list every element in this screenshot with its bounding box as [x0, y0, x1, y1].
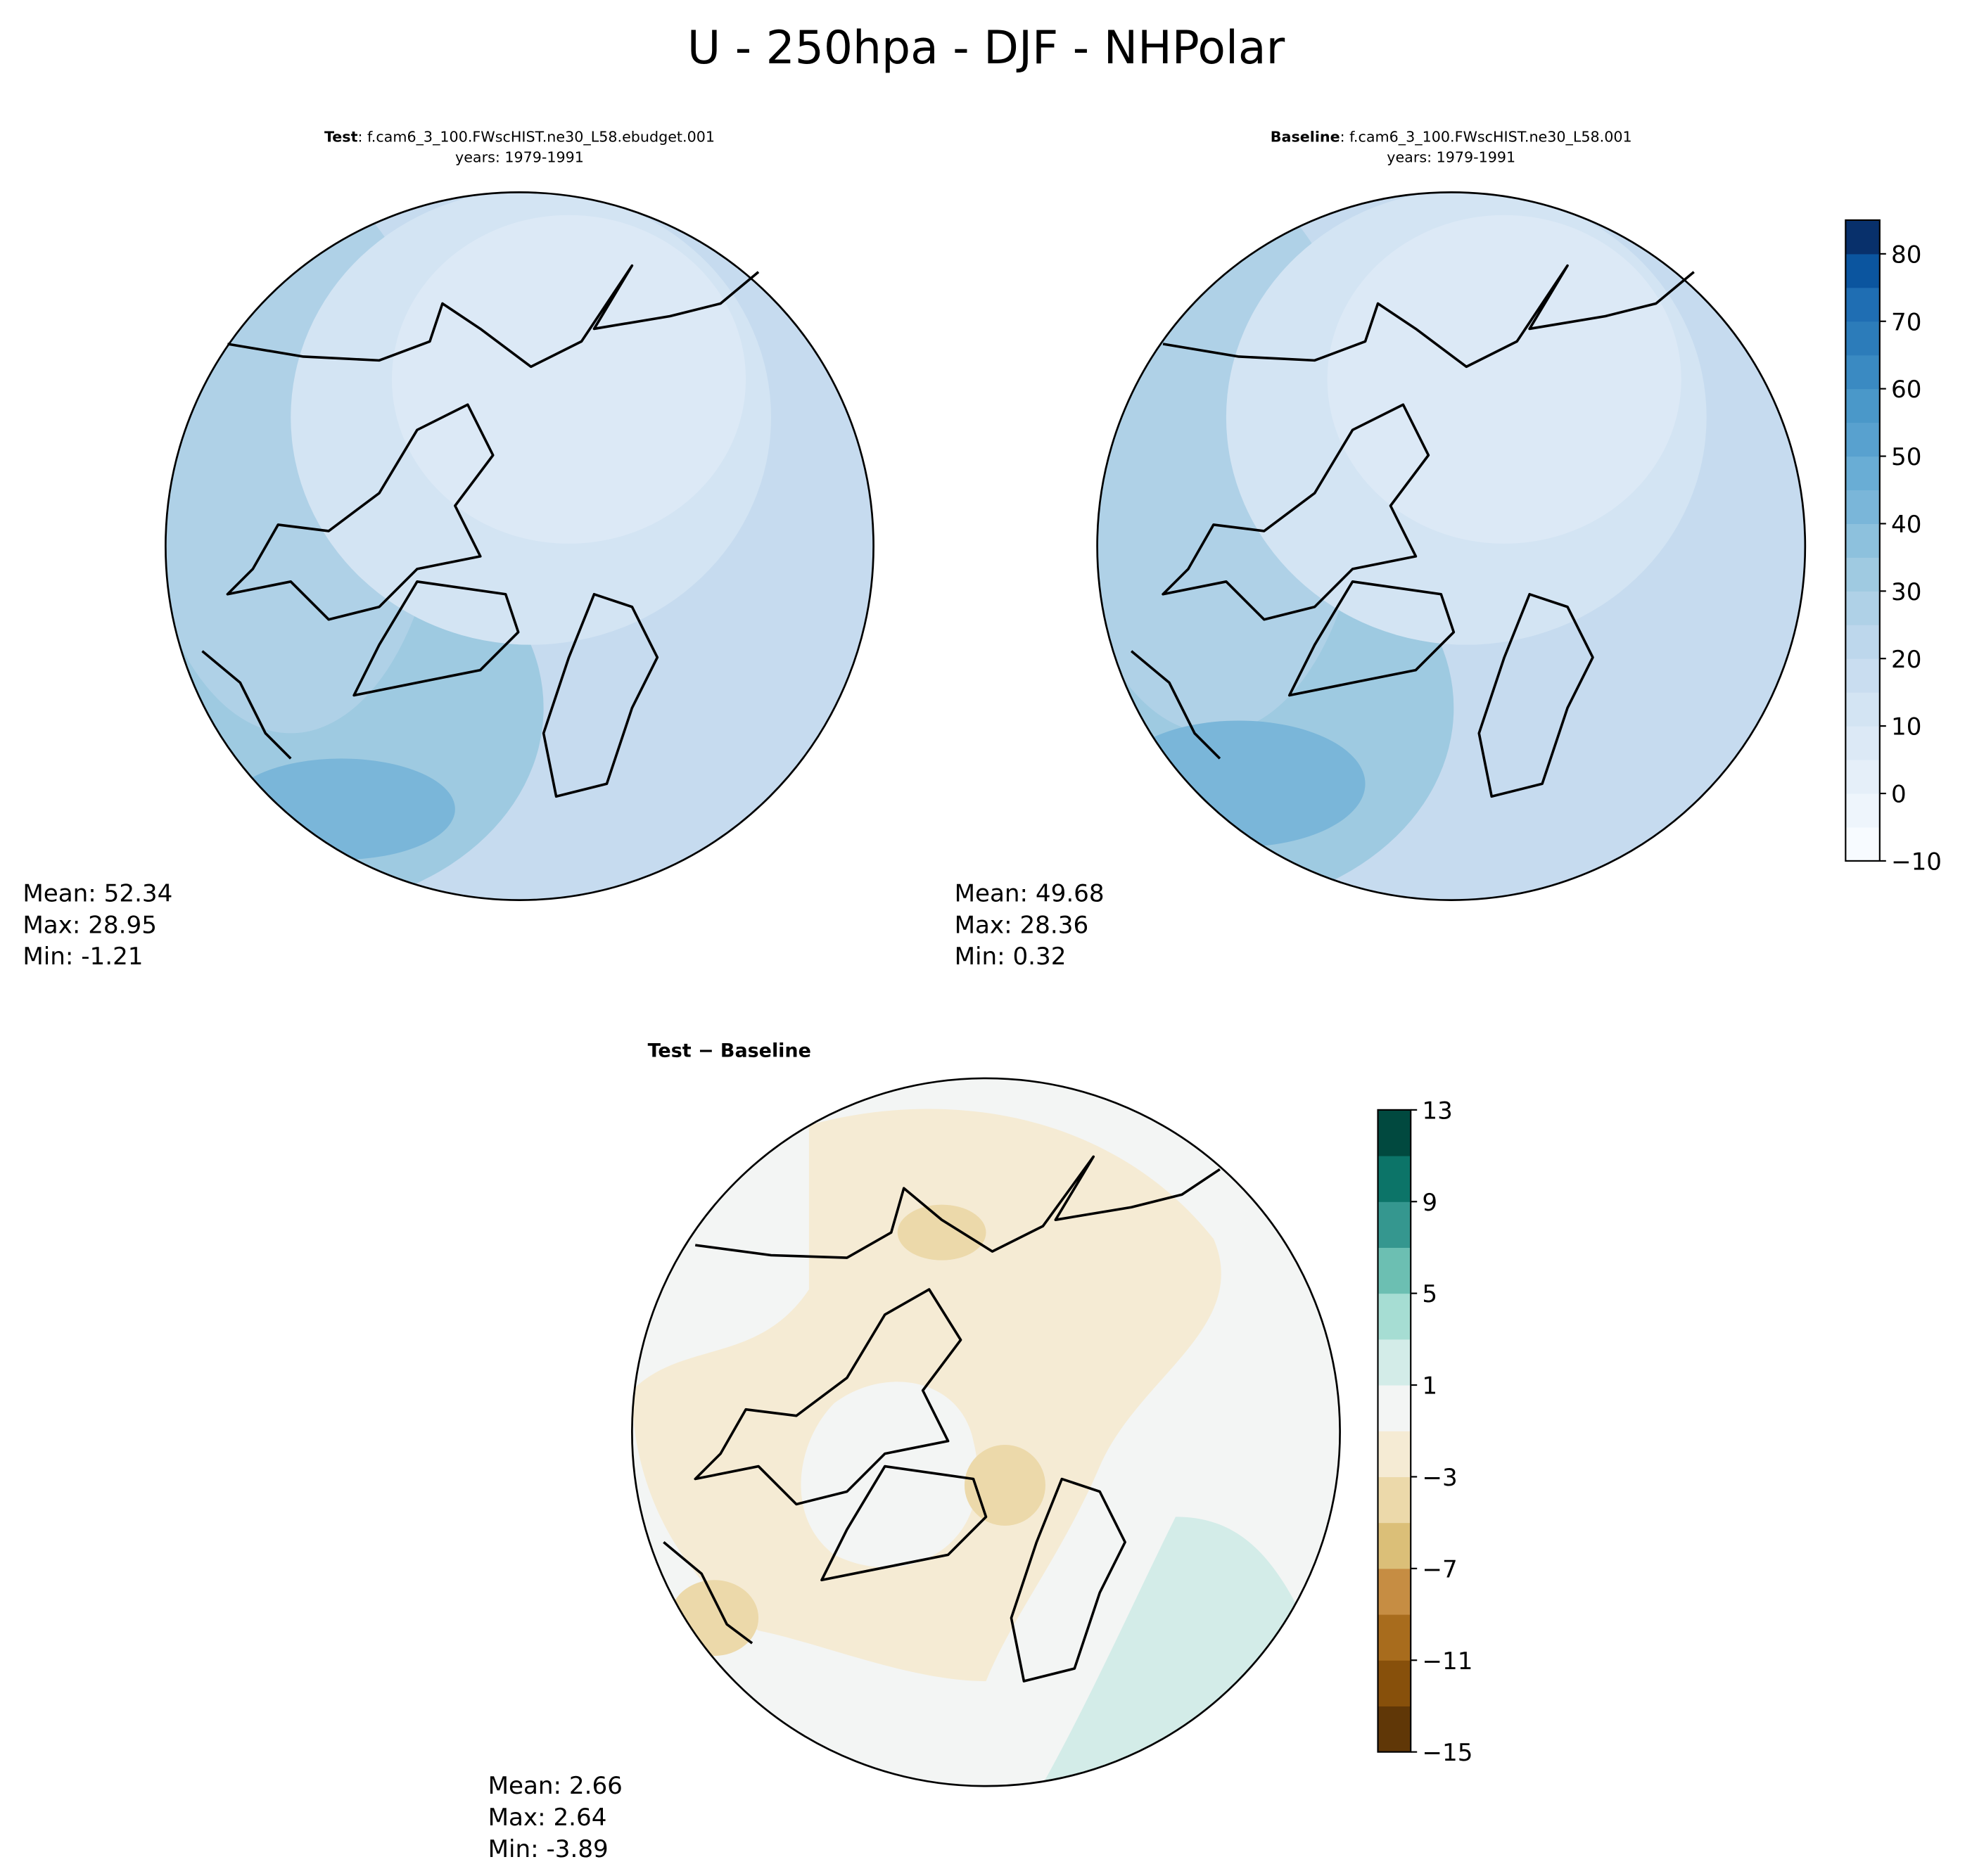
- colorbar-frame: [1377, 1109, 1412, 1753]
- colorbar-band: [1845, 557, 1880, 592]
- map-baseline: [1097, 192, 1805, 900]
- colorbar-tick-label: 9: [1422, 1189, 1437, 1217]
- colorbar-band: [1378, 1431, 1411, 1477]
- colorbar-tick-label: 80: [1891, 241, 1921, 269]
- colorbar-tick-label: 30: [1891, 578, 1921, 606]
- panel-title: Baseline: f.cam6_3_100.FWscHIST.ne30_L58…: [1271, 129, 1632, 146]
- colorbar-band: [1845, 355, 1880, 390]
- colorbar-band: [1378, 1614, 1411, 1661]
- panel-label: Test: [324, 129, 358, 146]
- colorbar-tick-label: 40: [1891, 511, 1921, 539]
- colorbar-band: [1845, 321, 1880, 356]
- stat-line: Max: 28.95: [23, 911, 157, 939]
- map-border: [631, 1077, 1341, 1787]
- colorbar-tick-label: 5: [1422, 1280, 1437, 1308]
- colorbar-frame: [1845, 219, 1881, 862]
- colorbar-band: [1845, 253, 1880, 288]
- colorbar-tick-label: −11: [1422, 1647, 1472, 1676]
- colorbar-band: [1378, 1156, 1411, 1202]
- colorbar-band: [1378, 1476, 1411, 1524]
- colorbar-band: [1845, 422, 1880, 457]
- colorbar-tick-label: −7: [1422, 1555, 1457, 1583]
- stat-line: Min: -3.89: [488, 1835, 609, 1863]
- stat-line: Max: 2.64: [488, 1804, 607, 1832]
- panel-years: years: 1979-1991: [455, 148, 584, 165]
- colorbar-band: [1845, 523, 1880, 558]
- stat-line: Mean: 49.68: [955, 879, 1105, 907]
- colorbar-band: [1845, 490, 1880, 524]
- colorbar-band: [1378, 1568, 1411, 1615]
- colorbar-band: [1378, 1385, 1411, 1431]
- colorbar-band: [1378, 1660, 1411, 1706]
- stat-line: Min: 0.32: [955, 943, 1067, 971]
- coastlines: [201, 264, 1695, 1683]
- colorbar-tick-label: −15: [1422, 1739, 1472, 1767]
- colorbar-band: [1378, 1706, 1411, 1753]
- stat-line: Mean: 52.34: [23, 879, 172, 907]
- colorbar-band: [1845, 760, 1880, 794]
- panel-label: Baseline: [1271, 129, 1340, 146]
- stat-line: Max: 28.36: [955, 911, 1089, 939]
- colorbar-band: [1845, 287, 1880, 322]
- panel-title: Test: f.cam6_3_100.FWscHIST.ne30_L58.ebu…: [324, 129, 715, 146]
- colorbar-band: [1845, 388, 1880, 423]
- colorbar-band: [1378, 1201, 1411, 1248]
- stat-line: Min: -1.21: [23, 943, 143, 971]
- colorbar-band: [1845, 456, 1880, 491]
- colorbar-band: [1378, 1339, 1411, 1386]
- colorbar-band: [1845, 625, 1880, 659]
- colorbar-tick-label: −10: [1891, 848, 1942, 876]
- colorbar-tick-label: 70: [1891, 308, 1921, 336]
- map-difference: [632, 1078, 1340, 1787]
- figure-title: U - 250hpa - DJF - NHPolar: [687, 22, 1285, 75]
- panel-years: years: 1979-1991: [1387, 148, 1515, 165]
- colorbar-tick-label: 10: [1891, 713, 1921, 741]
- colorbar-tick-label: −3: [1422, 1464, 1457, 1492]
- colorbar-band: [1378, 1522, 1411, 1569]
- colorbar-tick-label: 60: [1891, 376, 1921, 404]
- colorbar-tick-label: 13: [1422, 1097, 1452, 1125]
- map-border: [165, 191, 874, 901]
- colorbar-band: [1845, 692, 1880, 727]
- colorbar-band: [1845, 793, 1880, 828]
- colorbar-band: [1845, 827, 1880, 862]
- colorbar-band: [1845, 658, 1880, 693]
- colorbar-tick-label: 20: [1891, 646, 1921, 674]
- colorbar-tick-label: 1: [1422, 1372, 1437, 1400]
- panel-case: : f.cam6_3_100.FWscHIST.ne30_L58.001: [1340, 129, 1632, 146]
- panel-title: Test − Baseline: [648, 1040, 811, 1061]
- colorbar-band: [1378, 1293, 1411, 1340]
- colorbar-band: [1845, 219, 1880, 255]
- colorbar-band: [1845, 591, 1880, 625]
- stat-line: Mean: 2.66: [488, 1772, 623, 1800]
- colorbar-tick-label: 50: [1891, 443, 1921, 471]
- colorbar-tick-label: 0: [1891, 781, 1907, 809]
- map-test: [165, 192, 874, 900]
- panel-case: : f.cam6_3_100.FWscHIST.ne30_L58.ebudget…: [357, 129, 715, 146]
- colorbar-band: [1378, 1109, 1411, 1156]
- map-border: [1096, 191, 1807, 901]
- colorbar-band: [1845, 726, 1880, 760]
- colorbar-band: [1378, 1247, 1411, 1294]
